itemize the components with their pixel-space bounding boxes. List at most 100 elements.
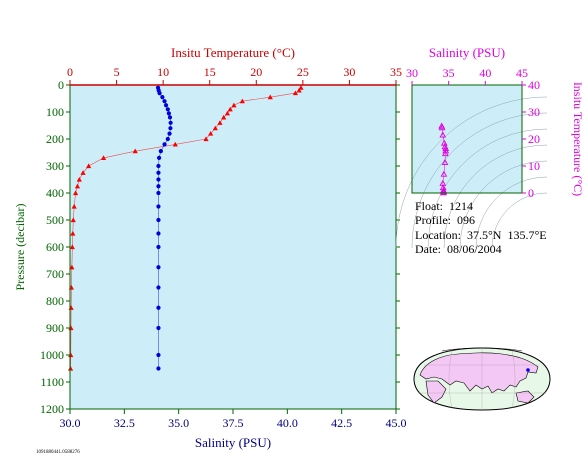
temperature-tick-label: 35 — [390, 65, 402, 79]
ts-temperature-tick-label: 20 — [528, 132, 540, 146]
temperature-tick-label: 20 — [250, 65, 262, 79]
ts-salinity-tick-label: 30 — [406, 66, 418, 80]
salinity-tick-label: 35.0 — [168, 416, 189, 430]
profile-plot-area — [70, 85, 396, 409]
pressure-axis-title: Pressure (decibar) — [13, 204, 27, 291]
pressure-tick-label: 0 — [58, 78, 64, 92]
salinity-point — [168, 126, 173, 131]
salinity-tick-label: 32.5 — [114, 416, 135, 430]
temperature-point — [86, 163, 92, 169]
map-land-africa — [425, 380, 447, 404]
temperature-point — [70, 230, 76, 236]
temperature-point — [76, 176, 82, 182]
temperature-point — [267, 94, 273, 100]
pressure-tick-label: 700 — [46, 267, 64, 281]
salinity-point — [156, 231, 161, 236]
salinity-point — [156, 204, 161, 209]
map-land-eurasia — [419, 352, 539, 394]
temperature-tick-label: 30 — [343, 65, 355, 79]
salinity-point — [167, 131, 172, 136]
location-lon: 135.7°E — [507, 228, 547, 242]
temperature-point — [71, 203, 77, 209]
pressure-tick-label: 900 — [46, 321, 64, 335]
ts-temperature-title: Insitu Temperature (°C) — [571, 82, 585, 196]
ts-temperature-tick-label: 40 — [528, 78, 540, 92]
salinity-point — [156, 177, 161, 182]
salinity-point — [160, 95, 165, 100]
temperature-point — [69, 244, 75, 250]
location-lat: 37.5°N — [466, 228, 502, 242]
salinity-point — [156, 217, 161, 223]
temperature-tick-label: 5 — [114, 65, 120, 79]
ts-point — [440, 139, 448, 146]
temperature-point — [239, 98, 245, 104]
temperature-point — [70, 217, 76, 223]
salinity-tick-label: 40.0 — [277, 416, 298, 430]
temperature-point — [67, 365, 74, 371]
salinity-point — [156, 305, 161, 310]
pressure-tick-label: 800 — [46, 294, 64, 308]
salinity-point — [156, 265, 161, 270]
ts-salinity-tick-label: 35 — [443, 66, 455, 80]
ts-salinity-tick-label: 40 — [479, 66, 491, 80]
salinity-point — [163, 103, 169, 108]
profile-plot: 0100200300400500600700800900100011001200… — [13, 45, 407, 450]
temperature-point — [227, 106, 233, 112]
salinity-tick-label: 30.0 — [60, 416, 81, 430]
pressure-tick-label: 100 — [46, 105, 64, 119]
temperature-point — [172, 141, 178, 147]
temperature-point — [231, 102, 237, 108]
pressure-tick-label: 200 — [46, 132, 64, 146]
temperature-point — [298, 85, 304, 90]
location-line: Location: 37.5°N 135.7°E — [415, 228, 547, 243]
pressure-tick-label: 1200 — [40, 402, 64, 416]
temperature-point — [292, 90, 299, 96]
ts-temperature-tick-label: 10 — [528, 159, 540, 173]
density-contour — [395, 96, 548, 249]
profile-line: Profile: 096 — [415, 213, 475, 228]
ts-point — [441, 143, 449, 150]
temperature-point — [132, 148, 138, 154]
salinity-tick-label: 37.5 — [223, 416, 244, 430]
date-value: 08/06/2004 — [447, 242, 502, 256]
salinity-tick-label: 42.5 — [331, 416, 352, 430]
density-contour — [491, 192, 548, 249]
pressure-tick-label: 400 — [46, 186, 64, 200]
salinity-point — [156, 170, 161, 175]
ts-point — [441, 158, 449, 166]
salinity-point — [166, 111, 171, 116]
temperature-point — [74, 183, 81, 189]
pressure-tick-label: 500 — [46, 213, 64, 227]
ts-point — [439, 131, 447, 138]
salinity-point — [165, 107, 170, 112]
salinity-point — [158, 149, 163, 154]
salinity-point — [162, 99, 167, 104]
salinity-point — [156, 190, 161, 196]
date-line: Date: 08/06/2004 — [415, 242, 502, 257]
temperature-point — [100, 155, 107, 160]
salinity-point — [157, 91, 162, 96]
temperature-point — [212, 125, 218, 131]
temperature-point — [69, 264, 75, 270]
temperature-point — [72, 190, 79, 196]
profile-value: 096 — [457, 213, 475, 227]
ts-salinity-title: Salinity (PSU) — [429, 45, 505, 60]
date-label: Date: — [415, 242, 441, 256]
temperature-point — [80, 170, 86, 175]
temperature-point — [217, 120, 223, 125]
ts-point — [438, 122, 446, 129]
temperature-point — [208, 131, 214, 136]
ts-point — [439, 179, 447, 186]
float-line: Float: 1214 — [415, 199, 473, 214]
float-value: 1214 — [449, 199, 474, 213]
salinity-point — [156, 325, 161, 331]
ts-temperature-tick-label: 30 — [528, 105, 540, 119]
salinity-point — [165, 136, 170, 142]
salinity-point — [156, 184, 161, 189]
pressure-tick-label: 600 — [46, 240, 64, 254]
temperature-point — [68, 352, 74, 358]
profile-label: Profile: — [415, 213, 451, 227]
temperature-point — [224, 110, 231, 116]
salinity-point — [156, 163, 161, 169]
